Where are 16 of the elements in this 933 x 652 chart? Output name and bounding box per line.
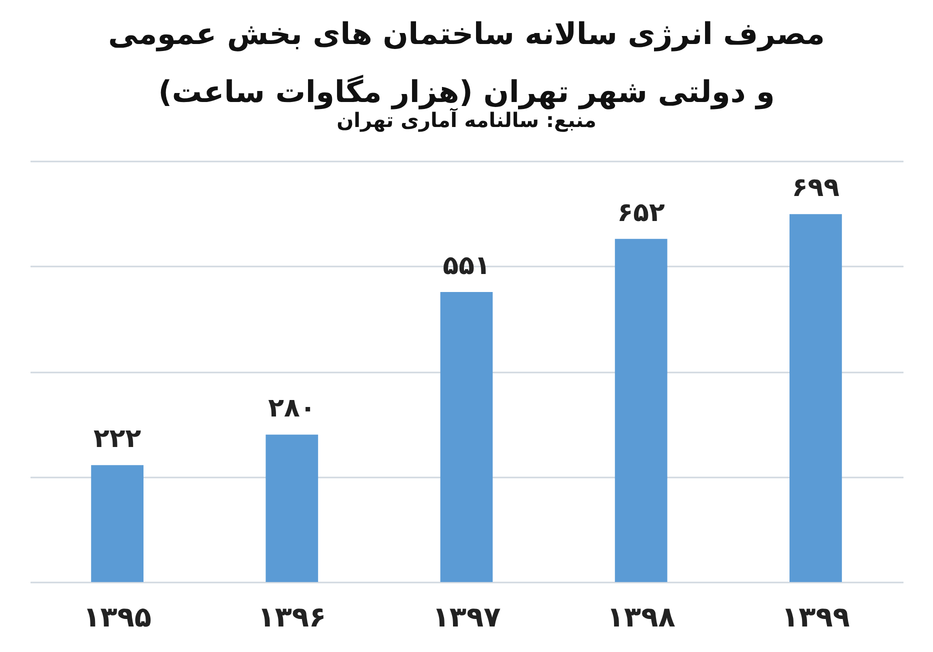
x-tick-label: ۱۳۹۵ xyxy=(83,600,152,634)
chart-title: مصرف انرژی سالانه ساختمان های بخش عمومی و دولتی شهر تهران (هزار مگاوات ساعت) xyxy=(108,17,825,110)
x-tick-label: ۱۳۹۸ xyxy=(606,600,676,634)
bar xyxy=(790,214,842,582)
x-tick-label: ۱۳۹۷ xyxy=(432,600,501,634)
bar xyxy=(614,238,668,582)
data-label: ۵۵۱ xyxy=(442,251,490,282)
x-tick-label: ۱۳۹۹ xyxy=(782,600,850,634)
data-label: ۲۲۲ xyxy=(93,424,142,454)
bar xyxy=(266,434,318,582)
x-tick-label: ۱۳۹۶ xyxy=(258,600,326,634)
bar xyxy=(91,465,144,582)
bar xyxy=(440,292,493,582)
data-label: ۲۸۰ xyxy=(268,394,316,424)
data-label: ۶۵۲ xyxy=(617,198,666,228)
data-label: ۶۹۹ xyxy=(792,173,840,204)
